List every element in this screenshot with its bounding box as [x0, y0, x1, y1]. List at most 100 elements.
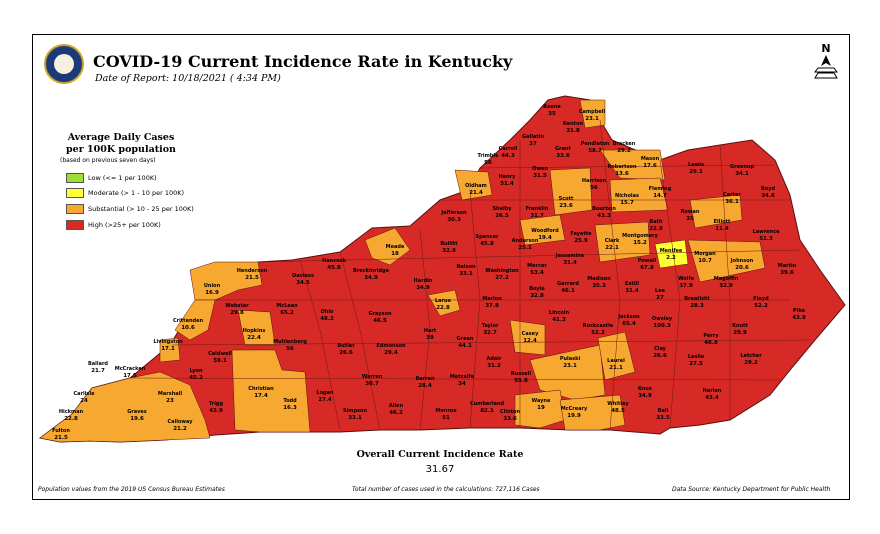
county-name: Larue	[435, 298, 452, 304]
county-name: Bath	[649, 219, 663, 225]
county-rate: 59.1	[213, 358, 227, 364]
county-name: Magoffin	[714, 276, 739, 282]
county-name: Elliott	[714, 219, 731, 225]
north-label: N	[821, 42, 831, 55]
county-rate: 31.2	[487, 363, 501, 369]
county-name: Pike	[793, 308, 806, 314]
county-rate: 15.7	[620, 200, 634, 206]
county-name: Carter	[723, 192, 741, 198]
legend-item-high: High (>25+ per 100K)	[66, 219, 161, 231]
county-rate: 27.5	[689, 361, 703, 367]
north-arrow-icon: N	[813, 42, 839, 82]
county-rate: 29.9	[733, 330, 747, 336]
county-rate: 34.5	[296, 280, 310, 286]
report-date: Date of Report: 10/18/2021 ( 4:34 PM)	[95, 73, 281, 84]
county-rate: 21.5	[245, 275, 259, 281]
county-rate: 33.5	[656, 415, 670, 421]
county-name: Grant	[555, 146, 572, 152]
county-rate: 32.8	[530, 293, 544, 299]
legend-title: Average Daily Cases per 100K population	[56, 132, 186, 156]
county-rate: 34.1	[735, 171, 749, 177]
county-name: Perry	[703, 333, 719, 339]
population-note: Population values from the 2019 US Censu…	[38, 486, 225, 493]
county-name: Knott	[732, 323, 748, 329]
county-name: Carroll	[499, 146, 518, 152]
county-name: Marion	[482, 296, 502, 302]
county-rate: 43.3	[597, 213, 611, 219]
county-name: Carlisle	[73, 391, 95, 397]
county-name: Estill	[625, 281, 639, 287]
county-rate: 23.6	[559, 203, 573, 209]
county-name: Hopkins	[243, 328, 266, 334]
county-name: Todd	[283, 398, 297, 404]
county-rate: 41.3	[552, 317, 566, 323]
county-rate: 31.5	[533, 173, 547, 179]
county-name: Letcher	[740, 353, 762, 359]
county-name: Ohio	[321, 309, 335, 315]
county-name: Kenton	[563, 121, 584, 127]
county-rate: 55.8	[514, 378, 528, 384]
county-rate: 34.9	[416, 285, 430, 291]
county-name: Owen	[532, 166, 548, 172]
county-name: Adair	[486, 356, 502, 362]
legend-item-low: Low (<= 1 per 100K)	[66, 172, 157, 184]
county-name: Gallatin	[522, 134, 544, 140]
county-name: Lawrence	[753, 229, 781, 235]
county-name: Webster	[225, 303, 249, 309]
county-rate: 15.2	[633, 240, 647, 246]
county-rate: 27.2	[495, 275, 509, 281]
county-name: Anderson	[512, 238, 539, 244]
county-rate: 48.2	[320, 316, 334, 322]
county-rate: 21.7	[91, 368, 105, 374]
county-name: Pulaski	[560, 356, 581, 362]
county-name: Spencer	[476, 234, 499, 240]
county-name: Graves	[127, 409, 147, 415]
county-name: McCracken	[115, 366, 146, 372]
county-rate: 21.2	[173, 426, 187, 432]
county-name: Powell	[638, 258, 657, 264]
county-rate: 34	[458, 381, 466, 387]
county-name: Bell	[658, 408, 669, 414]
county-rate: 21.4	[469, 190, 483, 196]
county-rate: 43.9	[209, 408, 223, 414]
county-rate: 29.4	[384, 350, 398, 356]
county-rate: 21.5	[54, 435, 68, 441]
county-name: Mercer	[527, 263, 547, 269]
county-name: Green	[457, 336, 474, 342]
